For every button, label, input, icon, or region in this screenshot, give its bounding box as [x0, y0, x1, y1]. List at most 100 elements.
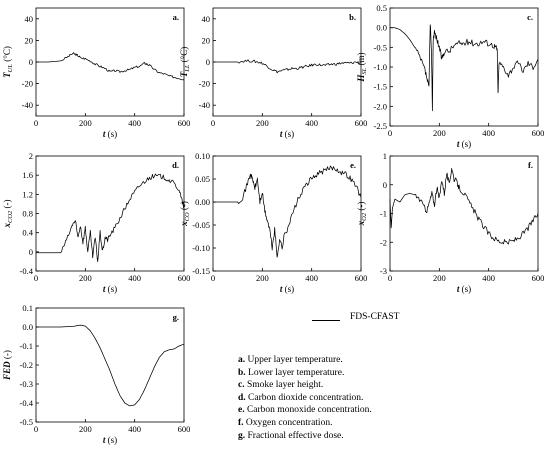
x-tick-label: 0 [34, 424, 38, 434]
x-tick-label: 0 [211, 273, 215, 283]
caption-text: Fractional effective dose. [247, 430, 344, 441]
y-tick-label: -1.5 [374, 82, 387, 92]
x-axis-label: t (s) [280, 284, 294, 294]
panel-label: e. [350, 160, 356, 170]
x-tick-label: 400 [305, 273, 318, 283]
x-axis-unit: (s) [105, 435, 117, 445]
series-line [36, 52, 185, 81]
y-tick-label: 1.6 [22, 170, 33, 180]
series-line [389, 168, 539, 245]
x-tick-label: 600 [355, 118, 368, 128]
series-line [36, 324, 185, 407]
caption-text: Upper layer temperature. [247, 355, 343, 365]
x-axis-unit: (s) [459, 139, 471, 149]
caption-key: d. [238, 392, 246, 403]
x-axis-unit: (s) [282, 129, 294, 139]
y-tick-label: 0 [383, 180, 387, 190]
y-tick-label: -0.4 [20, 398, 34, 408]
y-axis-subscript: UL [7, 64, 14, 73]
y-axis-variable: x [179, 221, 189, 227]
legend: FDS-CFAST [312, 308, 472, 332]
y-axis-unit: (-) [356, 202, 366, 213]
x-tick-label: 600 [532, 273, 545, 283]
x-axis-unit: (s) [282, 284, 294, 294]
x-axis-variable: t [103, 435, 106, 445]
y-axis-variable: x [2, 223, 12, 229]
caption-text: Smoke layer height. [246, 380, 324, 391]
y-tick-label: 40 [202, 14, 211, 24]
caption-list: a. Upper layer temperature. b. Lower lay… [238, 354, 538, 442]
y-tick-label: -2.0 [374, 101, 387, 111]
y-axis-subscript: CO2 [7, 210, 14, 223]
y-tick-label: -40 [22, 100, 33, 110]
y-tick-label: -20 [199, 79, 210, 89]
y-tick-label: -0.1 [20, 341, 33, 351]
y-axis-subscript: LL [184, 64, 191, 73]
y-tick-label: -2 [380, 237, 387, 247]
y-tick-label: 0.05 [195, 174, 210, 184]
x-tick-label: 600 [532, 128, 545, 138]
series-line [390, 24, 539, 112]
x-axis-variable: t [280, 129, 283, 139]
panel-label: b. [349, 12, 356, 22]
caption-key: f. [238, 417, 244, 428]
y-tick-label: -1 [380, 209, 387, 219]
caption-text: Oxygen concentration. [245, 417, 333, 428]
y-tick-label: 0.5 [376, 3, 387, 13]
x-axis-variable: t [103, 284, 106, 294]
y-tick-label: -0.5 [374, 42, 387, 52]
x-tick-label: 200 [79, 273, 92, 283]
caption-item-d: d. Carbon dioxide concentration. [238, 392, 538, 405]
y-axis-variable: T [2, 72, 12, 78]
y-axis-unit: (°C) [179, 47, 189, 65]
y-axis-subscript: SL [361, 67, 368, 74]
x-tick-label: 400 [482, 128, 495, 138]
y-tick-label: 0.4 [22, 228, 33, 238]
caption-item-e: e. Carbon monoxide concentration. [238, 404, 538, 417]
y-axis-variable: x [356, 220, 366, 226]
y-axis-label: HSL (m) [356, 52, 368, 82]
y-tick-label: -40 [199, 100, 210, 110]
y-tick-label: 0.0 [376, 23, 387, 33]
y-tick-label: 40 [25, 14, 34, 24]
x-tick-label: 600 [178, 273, 191, 283]
legend-line-swatch [312, 320, 340, 321]
caption-item-g: g. Fractional effective dose. [238, 430, 538, 443]
caption-text: Carbon monoxide concentration. [246, 405, 372, 416]
y-axis-label: xO2 (-) [356, 202, 368, 227]
y-axis-unit: (-) [2, 350, 12, 361]
x-tick-label: 400 [128, 118, 141, 128]
x-axis-label: t (s) [103, 129, 117, 139]
plot-frame [35, 307, 185, 423]
y-axis-variable: T [179, 71, 189, 77]
panel-label: c. [527, 12, 533, 22]
x-tick-label: 200 [256, 273, 269, 283]
y-tick-label: 20 [25, 35, 34, 45]
x-axis-label: t (s) [457, 284, 471, 294]
y-tick-label: -20 [22, 79, 33, 89]
x-tick-label: 400 [305, 118, 318, 128]
y-axis-variable: FED [2, 361, 12, 381]
x-tick-label: 600 [355, 273, 368, 283]
x-tick-label: 0 [211, 118, 215, 128]
y-tick-label: -0.10 [192, 243, 210, 253]
y-tick-label: -0.4 [20, 266, 34, 276]
x-tick-label: 600 [178, 118, 191, 128]
plot-frame [35, 7, 185, 117]
caption-item-c: c. Smoke layer height. [238, 379, 538, 392]
y-tick-label: 0.1 [22, 303, 33, 313]
x-tick-label: 200 [433, 273, 446, 283]
x-tick-label: 200 [433, 128, 446, 138]
y-tick-label: 1.2 [22, 189, 33, 199]
y-axis-subscript: CO [184, 212, 191, 221]
caption-item-f: f. Oxygen concentration. [238, 417, 538, 430]
y-axis-unit: (°C) [2, 46, 12, 64]
caption-key: c. [238, 380, 245, 391]
y-tick-label: 0 [206, 57, 210, 67]
caption-key: b. [238, 367, 246, 378]
y-tick-label: -3 [380, 266, 387, 276]
y-tick-label: 0 [29, 57, 33, 67]
caption-key: e. [238, 405, 245, 416]
